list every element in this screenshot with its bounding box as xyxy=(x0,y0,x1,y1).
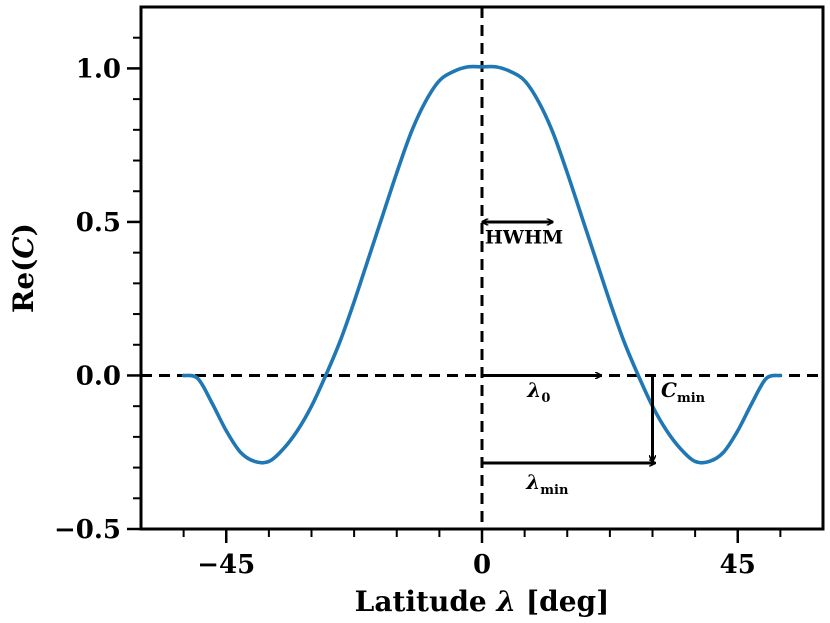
x-axis-title: Latitude λ [deg] xyxy=(355,585,610,618)
x-axis-title-symbol: λ xyxy=(495,585,516,618)
axis-ticks: −45 0 45 −0.5 0.0 0.5 1.0 xyxy=(54,36,782,580)
annotation-symbol: λ xyxy=(525,470,540,494)
annotation-label: λ0 xyxy=(526,378,550,406)
x-tick-label: 0 xyxy=(473,550,491,580)
y-axis-title-close: ) xyxy=(7,223,40,236)
series-line xyxy=(181,64,783,465)
y-tick-label: −0.5 xyxy=(54,515,121,545)
annotation-label: HWHM xyxy=(485,226,563,248)
reference-lines xyxy=(141,7,823,529)
y-tick-label: 1.0 xyxy=(76,54,121,84)
series-layer xyxy=(181,64,783,465)
annotation-label: Cmin xyxy=(661,378,706,406)
annotation-symbol: λ xyxy=(526,378,541,402)
y-tick-label: 0.5 xyxy=(76,208,121,238)
y-tick-label: 0.0 xyxy=(76,361,121,391)
x-axis-title-unit: [deg] xyxy=(516,585,609,618)
x-tick-label: 45 xyxy=(720,550,756,580)
annotation-subscript: min xyxy=(677,391,706,406)
annotation-symbol: C xyxy=(661,378,677,402)
annotation-label: λmin xyxy=(525,470,569,498)
annotation-subscript: 0 xyxy=(541,391,550,406)
x-tick-label: −45 xyxy=(197,550,255,580)
x-axis-title-main: Latitude xyxy=(355,585,497,618)
y-axis-title-symbol: C xyxy=(7,236,40,259)
annotation-subscript: min xyxy=(540,483,569,498)
y-axis-title: Re(C) xyxy=(7,223,40,313)
y-axis-title-main: Re( xyxy=(7,259,40,313)
